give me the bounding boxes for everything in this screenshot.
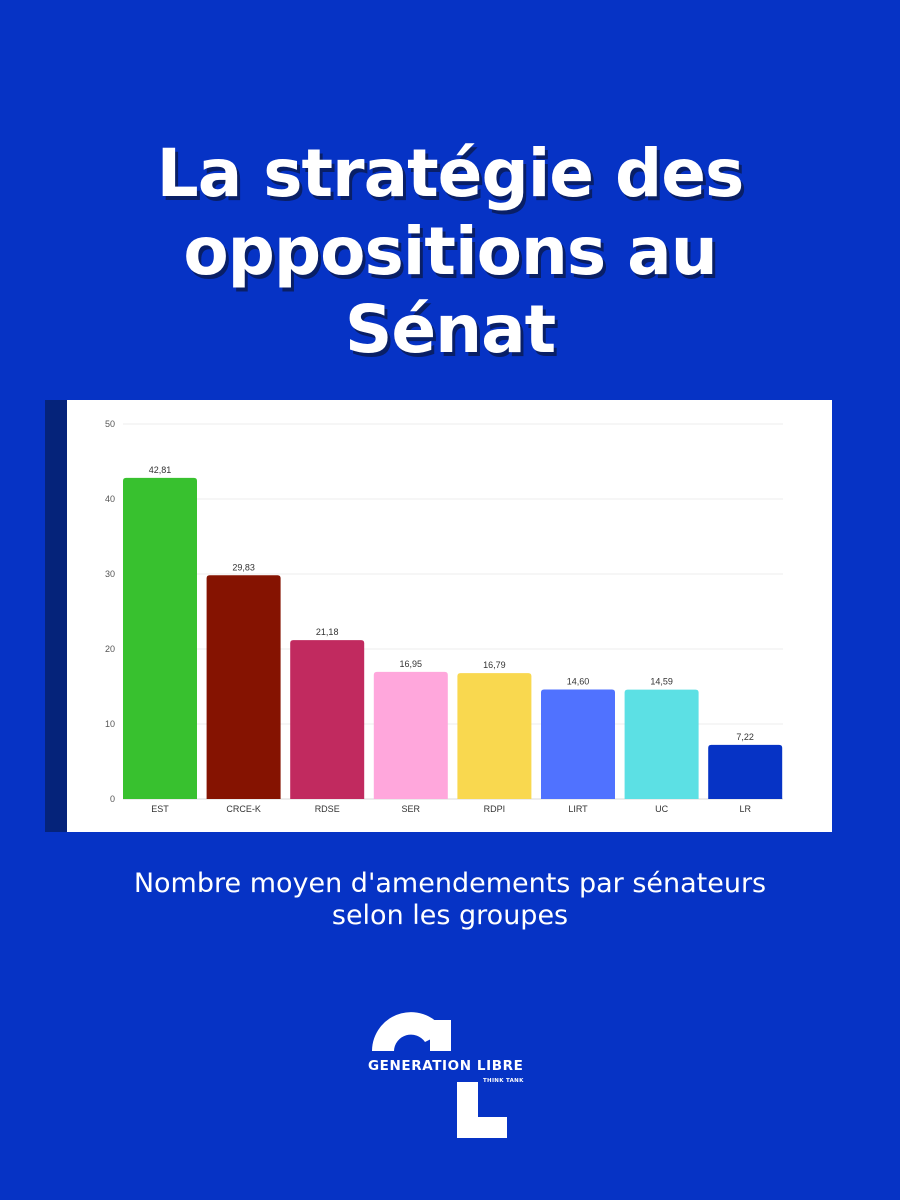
data-label-rdpi: 16,79: [483, 660, 506, 670]
chart-accent-stripe: [45, 400, 67, 832]
chart-caption: Nombre moyen d'amendements par sénateurs…: [0, 868, 900, 932]
x-tick-label-lirt: LIRT: [568, 804, 588, 814]
caption-line-2: selon les groupes: [331, 900, 569, 931]
data-label-rdse: 21,18: [316, 627, 339, 637]
page-title: La stratégie des oppositions au Sénat: [0, 135, 900, 369]
generation-libre-logo: GENERATION LIBRE THINK TANK: [368, 995, 538, 1140]
bar-lirt: [541, 689, 615, 799]
data-label-lirt: 14,60: [567, 677, 590, 687]
x-axis-ticks: EST CRCE-K RDSE SER RDPI LIRT UC LR: [151, 804, 751, 814]
chart-bars: [123, 477, 783, 799]
bar-rdse: [290, 640, 365, 799]
x-tick-label-rdse: RDSE: [315, 804, 340, 814]
data-label-uc: 14,59: [650, 677, 673, 687]
x-tick-label-ser: SER: [402, 804, 421, 814]
y-tick-label: 50: [105, 419, 115, 429]
logo-tagline: THINK TANK: [483, 1078, 524, 1084]
data-label-est: 42,81: [149, 465, 172, 475]
bar-chart: 0 10 20 30 40 50 42,81 29,83 21,18 16,95 16,79 14,…: [105, 419, 783, 814]
bar-est: [123, 477, 197, 799]
title-line-2: oppositions au: [183, 213, 717, 290]
y-tick-label: 40: [105, 494, 115, 504]
data-label-ser: 16,95: [400, 659, 423, 669]
x-tick-label-est: EST: [151, 804, 169, 814]
x-tick-label-rdpi: RDPI: [484, 804, 506, 814]
chart-data-labels: 42,81 29,83 21,18 16,95 16,79 14,60 14,59 7,22: [149, 465, 754, 742]
chart-card: 0 10 20 30 40 50 42,81 29,83 21,18 16,95 16,79 14,…: [45, 400, 832, 832]
x-tick-label-lr: LR: [739, 804, 751, 814]
data-label-lr: 7,22: [736, 732, 754, 742]
logo-name: GENERATION LIBRE: [368, 1058, 524, 1074]
bar-rdpi: [457, 673, 532, 799]
y-tick-label: 10: [105, 719, 115, 729]
data-label-crce-k: 29,83: [232, 562, 255, 572]
bar-ser: [373, 671, 448, 799]
caption-line-1: Nombre moyen d'amendements par sénateurs: [133, 868, 767, 899]
bar-uc: [624, 689, 699, 799]
bar-lr: [708, 744, 783, 799]
logo-mark-icon: [372, 1012, 507, 1138]
bar-crce-k: [206, 575, 281, 799]
title-line-1: La stratégie des: [156, 135, 745, 212]
y-axis-ticks: 0 10 20 30 40 50: [105, 419, 115, 804]
x-tick-label-crce-k: CRCE-K: [226, 804, 261, 814]
y-tick-label: 20: [105, 644, 115, 654]
y-tick-label: 30: [105, 569, 115, 579]
title-line-3: Sénat: [344, 291, 556, 368]
y-tick-label: 0: [110, 794, 115, 804]
x-tick-label-uc: UC: [655, 804, 668, 814]
